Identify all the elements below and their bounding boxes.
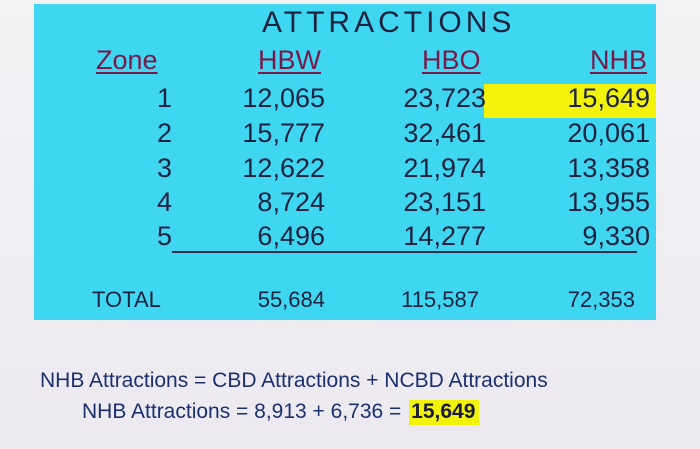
table-row-2-hbw: 15,777 [242, 118, 325, 148]
table-row-1-hbo: 23,723 [403, 83, 486, 113]
table-row-1-hbw: 12,065 [242, 83, 325, 113]
table-title: ATTRACTIONS [262, 6, 516, 39]
table-row-2-hbo: 32,461 [403, 118, 486, 148]
table-row-2-zone: 2 [156, 118, 172, 148]
table-row-5-hbw: 6,496 [257, 221, 325, 251]
table-row-3-hbw: 12,622 [242, 153, 325, 183]
total-nhb: 72,353 [567, 287, 635, 312]
table-row-1-zone: 1 [156, 83, 172, 113]
nhb-zone1-highlight [484, 84, 656, 118]
table-row-4-hbw: 8,724 [257, 187, 325, 217]
table-row-4-zone: 4 [156, 187, 172, 217]
table-row-4-hbo: 23,151 [403, 187, 486, 217]
header-hbo: HBO [422, 45, 481, 75]
attractions-table-panel [34, 4, 656, 320]
equation-line-2: NHB Attractions = 8,913 + 6,736 = 15,649 [82, 400, 480, 425]
total-label: TOTAL [92, 287, 161, 312]
table-row-4-nhb: 13,955 [567, 187, 650, 217]
total-hbo: 115,587 [401, 287, 479, 312]
table-row-3-zone: 3 [156, 153, 172, 183]
total-hbw: 55,684 [257, 287, 325, 312]
equation-line-1: NHB Attractions = CBD Attractions + NCBD… [40, 369, 548, 392]
table-row-1-nhb: 15,649 [567, 83, 650, 113]
table-row-5-nhb: 9,330 [582, 221, 650, 251]
table-row-5-zone: 5 [156, 221, 172, 251]
table-row-2-nhb: 20,061 [567, 118, 650, 148]
header-nhb: NHB [590, 45, 648, 75]
table-row-3-hbo: 21,974 [403, 153, 486, 183]
totals-divider [172, 251, 637, 253]
table-row-3-nhb: 13,358 [567, 153, 650, 183]
table-row-5-hbo: 14,277 [403, 221, 486, 251]
header-hbw: HBW [258, 45, 321, 75]
header-zone: Zone [96, 45, 158, 75]
equation-line-2-prefix: NHB Attractions = 8,913 + 6,736 = [82, 400, 402, 423]
equation-result-highlight: 15,649 [409, 400, 480, 425]
